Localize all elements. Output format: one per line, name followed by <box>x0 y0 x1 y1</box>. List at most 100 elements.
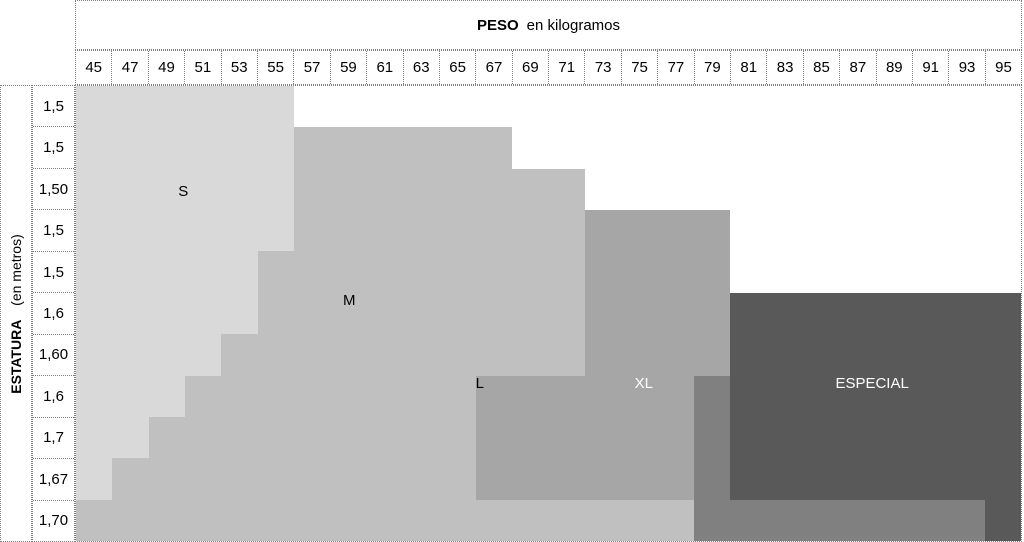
size-cell-m <box>403 499 440 541</box>
size-cell-m <box>112 499 149 541</box>
size-cell-empty <box>802 127 840 169</box>
size-cell-m <box>294 416 331 459</box>
size-cell-m <box>512 168 549 211</box>
size-cell-especial <box>839 334 876 376</box>
size-cell-s <box>112 375 149 417</box>
size-cell-m <box>366 375 404 417</box>
size-cell-empty <box>621 168 658 211</box>
size-cell-l <box>584 210 622 252</box>
size-cell-m <box>330 334 367 376</box>
size-cell-m <box>403 168 440 211</box>
height-axis-title-bold: ESTATURA <box>8 319 25 394</box>
size-cell-especial <box>911 416 949 459</box>
size-cell-especial <box>984 458 1021 500</box>
size-cell-m <box>512 334 549 376</box>
size-cell-empty <box>730 86 767 128</box>
size-cell-m <box>221 458 258 500</box>
size-cell-s <box>76 86 113 128</box>
size-cell-l <box>693 251 731 293</box>
size-cell-l <box>621 458 658 500</box>
size-cell-especial <box>839 416 876 459</box>
size-cell-s <box>112 251 149 293</box>
size-cell-especial <box>984 375 1021 417</box>
weight-header-cell: 89 <box>877 51 913 84</box>
size-cell-m <box>439 334 476 376</box>
size-cell-m <box>475 251 513 293</box>
size-cell-especial <box>766 292 803 335</box>
size-cell-l <box>584 458 622 500</box>
size-cell-xl <box>839 499 876 541</box>
size-cell-s <box>112 334 149 376</box>
size-cell-l <box>548 458 585 500</box>
size-cell-empty <box>948 168 985 211</box>
size-cell-m <box>294 210 331 252</box>
size-cell-empty <box>839 251 876 293</box>
size-cell-l <box>657 334 694 376</box>
size-cell-empty <box>911 127 949 169</box>
size-cell-empty <box>802 251 840 293</box>
size-cell-empty <box>330 86 367 128</box>
size-cell-empty <box>766 210 803 252</box>
weight-header-cell: 55 <box>258 51 295 84</box>
size-cell-s <box>221 86 258 128</box>
size-cell-s <box>221 251 258 293</box>
size-cell-especial <box>875 416 912 459</box>
size-cell-empty <box>621 86 658 128</box>
weight-header-cell: 57 <box>294 51 331 84</box>
size-cell-l <box>693 292 731 335</box>
size-cell-m <box>330 292 367 335</box>
size-cell-empty <box>911 251 949 293</box>
weight-header-cell: 67 <box>476 51 513 84</box>
height-label-cell: 1,6 <box>33 293 74 335</box>
size-cell-m <box>403 375 440 417</box>
size-cell-xl <box>693 416 731 459</box>
size-cell-s <box>148 168 186 211</box>
size-cell-especial <box>948 292 985 335</box>
weight-header-cell: 87 <box>840 51 877 84</box>
size-cell-m <box>366 210 404 252</box>
size-cell-especial <box>839 375 876 417</box>
size-cell-m <box>148 499 186 541</box>
size-cell-xl <box>802 499 840 541</box>
size-cell-empty <box>984 86 1021 128</box>
weight-header-cell: 71 <box>549 51 586 84</box>
weight-header-cell: 51 <box>185 51 222 84</box>
height-label-cell: 1,5 <box>33 127 74 169</box>
size-cell-especial <box>948 375 985 417</box>
weight-header-cell: 79 <box>695 51 732 84</box>
size-cell-l <box>693 334 731 376</box>
size-cell-empty <box>948 251 985 293</box>
size-cell-s <box>76 375 113 417</box>
size-cell-m <box>366 292 404 335</box>
size-cell-empty <box>730 127 767 169</box>
size-cell-m <box>403 334 440 376</box>
size-cell-l <box>621 375 658 417</box>
size-cell-empty <box>984 210 1021 252</box>
size-cell-m <box>257 375 295 417</box>
weight-header-cell: 59 <box>331 51 368 84</box>
size-cell-empty <box>875 168 912 211</box>
size-cell-m <box>294 458 331 500</box>
weight-header-row: 45 47 49 51 53 55 57 59 61 63 65 67 69 71 73 75 77 79 81 83… <box>75 50 1022 85</box>
size-cell-especial <box>875 292 912 335</box>
size-cell-empty <box>839 168 876 211</box>
size-cell-m <box>330 458 367 500</box>
height-label-cell: 1,5 <box>33 252 74 294</box>
size-cell-l <box>657 210 694 252</box>
size-cell-m <box>366 458 404 500</box>
size-cell-empty <box>548 127 585 169</box>
size-cell-especial <box>730 292 767 335</box>
size-cell-m <box>257 499 295 541</box>
size-cell-s <box>148 375 186 417</box>
size-cell-m <box>548 334 585 376</box>
size-cell-empty <box>766 168 803 211</box>
height-label-cell: 1,70 <box>38 512 69 530</box>
size-cell-s <box>221 127 258 169</box>
size-cell-m <box>257 458 295 500</box>
size-cell-s <box>76 127 113 169</box>
size-cell-empty <box>766 251 803 293</box>
weight-header-cell: 91 <box>913 51 950 84</box>
size-cell-m <box>439 458 476 500</box>
size-cell-xl <box>875 499 912 541</box>
size-cell-m <box>403 251 440 293</box>
